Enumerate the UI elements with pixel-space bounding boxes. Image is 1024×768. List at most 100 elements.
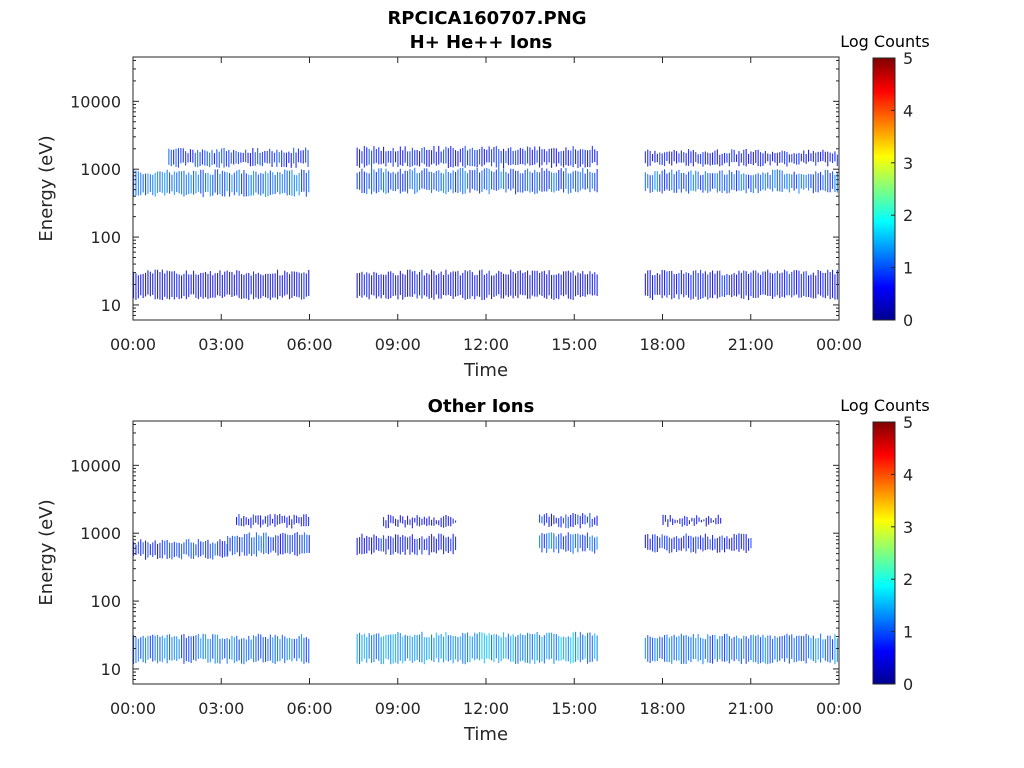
spectrogram-cell: [447, 516, 449, 526]
spectrogram-cell: [366, 535, 368, 554]
spectrogram-cell: [296, 515, 298, 523]
spectrogram-cell: [551, 148, 553, 168]
spectrogram-cell: [505, 274, 507, 296]
spectrogram-cell: [493, 634, 495, 663]
spectrogram-cell: [673, 537, 675, 550]
spectrogram-cell: [371, 150, 373, 168]
spectrogram-cell: [291, 534, 293, 553]
spectrogram-cell: [243, 274, 245, 299]
spectrogram-cell: [288, 515, 290, 526]
spectrogram-cell: [481, 269, 483, 301]
spectrogram-cell: [649, 538, 651, 550]
spectrogram-cell: [776, 637, 778, 663]
spectrogram-cell: [779, 273, 781, 299]
spectrogram-cell: [265, 532, 267, 553]
spectrogram-cell: [161, 540, 163, 559]
spectrogram-cell: [715, 517, 717, 525]
spectrogram-cell: [224, 638, 226, 659]
spectrogram-cell: [411, 271, 413, 297]
spectrogram-cell: [197, 274, 199, 300]
spectrogram-cell: [288, 151, 290, 163]
spectrogram-cell: [469, 635, 471, 663]
spectrogram-cell: [647, 534, 649, 550]
spectrogram-cell: [397, 275, 399, 300]
spectrogram-cell: [832, 639, 834, 660]
spectrogram-cell: [231, 272, 233, 297]
spectrogram-cell: [716, 639, 718, 662]
spectrogram-cell: [236, 535, 238, 553]
spectrogram-cell: [817, 638, 819, 660]
spectrogram-cell: [536, 632, 538, 661]
spectrogram-cell: [133, 169, 135, 197]
spectrogram-cell: [390, 515, 392, 523]
spectrogram-cell: [223, 147, 225, 168]
spectrogram-cell: [541, 167, 543, 192]
spectrogram-cell: [286, 272, 288, 295]
spectrogram-cell: [673, 149, 675, 162]
spectrogram-cell: [673, 274, 675, 298]
spectrogram-cell: [800, 635, 802, 662]
spectrogram-cell: [255, 636, 257, 662]
spectrogram-cell: [181, 275, 183, 299]
spectrogram-cell: [781, 636, 783, 659]
spectrogram-cell: [297, 148, 299, 163]
spectrogram-cell: [193, 542, 195, 559]
spectrogram-cell: [788, 154, 790, 163]
spectrogram-cell: [133, 272, 135, 299]
spectrogram-cell: [419, 271, 421, 296]
spectrogram-cell: [185, 539, 187, 555]
spectrogram-cell: [211, 149, 213, 165]
spectrogram-cell: [488, 168, 490, 195]
colorbar-label: Log Counts: [840, 396, 930, 415]
spectrogram-cell: [510, 147, 512, 166]
spectrogram-cell: [659, 174, 661, 192]
spectrogram-cell: [817, 173, 819, 193]
spectrogram-cell: [582, 634, 584, 660]
spectrogram-cell: [229, 639, 231, 659]
spectrogram-cell: [668, 151, 670, 164]
spectrogram-cell: [664, 270, 666, 296]
spectrogram-cell: [476, 150, 478, 168]
spectrogram-cell: [380, 637, 382, 665]
spectrogram-cell: [443, 149, 445, 164]
spectrogram-cell: [137, 638, 139, 662]
spectrogram-cell: [500, 150, 502, 164]
spectrogram-cell: [173, 149, 175, 165]
spectrogram-cell: [553, 533, 555, 553]
spectrogram-cell: [137, 171, 139, 196]
spectrogram-cell: [495, 146, 497, 168]
spectrogram-cell: [281, 275, 283, 298]
spectrogram-cell: [647, 635, 649, 662]
spectrogram-cell: [308, 516, 310, 527]
spectrogram-cell: [815, 275, 817, 299]
spectrogram-cell: [279, 172, 281, 195]
spectrogram-cell: [269, 170, 271, 195]
spectrogram-cell: [527, 632, 529, 663]
spectrogram-cell: [810, 274, 812, 298]
spectrogram-cell: [546, 168, 548, 192]
spectrogram-cell: [241, 173, 243, 195]
spectrogram-cell: [440, 517, 442, 527]
spectrogram-cell: [284, 515, 286, 523]
x-tick-label: 18:00: [639, 335, 685, 354]
spectrogram-cell: [371, 537, 373, 555]
spectrogram-cell: [750, 272, 752, 297]
spectrogram-cell: [363, 633, 365, 659]
spectrogram-cell: [423, 516, 425, 525]
spectrogram-cell: [242, 152, 244, 163]
spectrogram-cell: [279, 639, 281, 662]
spectrogram-cell: [656, 273, 658, 295]
spectrogram-cell: [572, 534, 574, 554]
spectrogram-cell: [671, 151, 673, 166]
spectrogram-cell: [257, 515, 259, 525]
spectrogram-cell: [171, 542, 173, 560]
spectrogram-cell: [700, 535, 702, 550]
spectrogram-cell: [760, 152, 762, 167]
spectrogram-cell: [752, 270, 754, 298]
spectrogram-cell: [654, 150, 656, 163]
x-tick-label: 18:00: [639, 699, 685, 718]
spectrogram-cell: [577, 533, 579, 553]
spectrogram-cell: [668, 271, 670, 295]
spectrogram-cell: [392, 516, 394, 524]
spectrogram-cell: [596, 169, 598, 193]
